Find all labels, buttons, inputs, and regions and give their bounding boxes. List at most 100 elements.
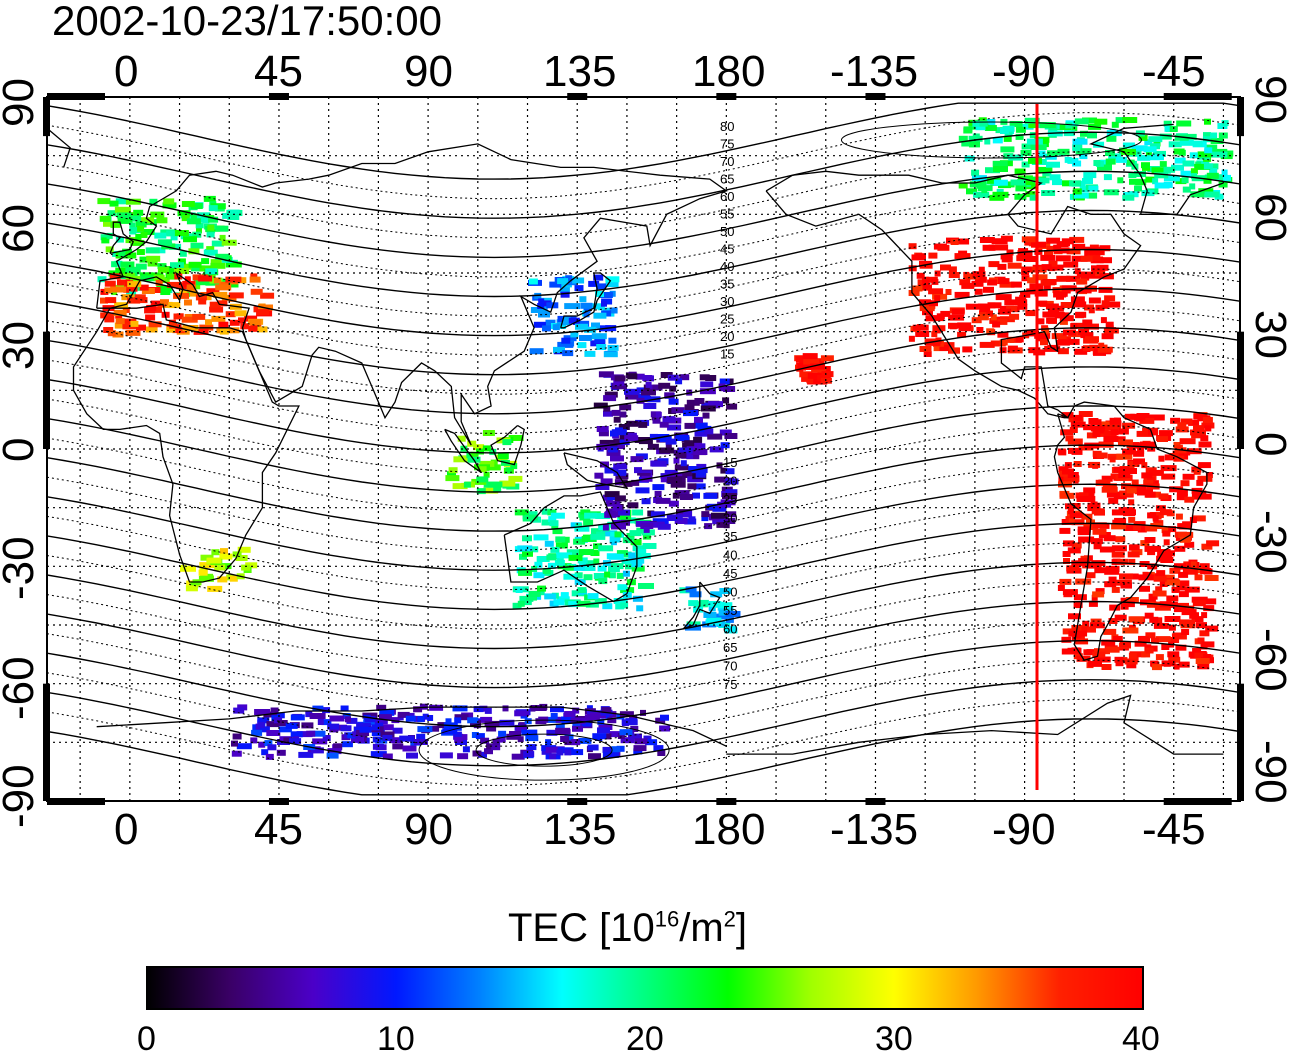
tec-data-cell bbox=[529, 348, 544, 355]
tec-data-cell bbox=[1052, 179, 1062, 186]
tec-data-cell bbox=[1120, 603, 1129, 610]
tec-data-cell bbox=[640, 709, 646, 716]
tec-data-cell bbox=[341, 741, 353, 748]
tec-data-cell bbox=[467, 717, 479, 724]
tec-data-cell bbox=[702, 412, 710, 419]
tec-data-cell bbox=[686, 399, 700, 406]
tec-data-cell bbox=[1115, 156, 1127, 163]
tec-data-cell bbox=[580, 509, 591, 516]
tec-data-cell bbox=[581, 720, 592, 727]
tec-data-cell bbox=[918, 284, 932, 291]
tec-data-cell bbox=[231, 740, 238, 747]
tec-data-cell bbox=[1030, 144, 1047, 150]
tec-data-cell bbox=[538, 311, 550, 318]
tec-data-cell bbox=[237, 704, 248, 711]
bottom-tick-bar bbox=[716, 798, 737, 805]
tec-data-cell bbox=[579, 296, 587, 303]
contour-line bbox=[47, 102, 1240, 180]
tec-data-cell bbox=[629, 530, 642, 537]
tec-data-cell bbox=[622, 570, 630, 577]
tec-data-cell bbox=[948, 272, 960, 278]
tec-data-cell bbox=[1158, 493, 1169, 500]
tec-data-cell bbox=[703, 492, 718, 499]
tec-data-cell bbox=[1182, 568, 1198, 575]
contour-line bbox=[47, 522, 1240, 611]
tec-data-cell bbox=[192, 313, 206, 320]
tec-data-cell bbox=[1119, 573, 1133, 580]
tec-data-cell bbox=[613, 416, 621, 423]
tec-data-cell bbox=[177, 210, 191, 217]
tec-data-cell bbox=[611, 409, 621, 416]
tec-data-cell bbox=[583, 519, 594, 526]
tec-data-cell bbox=[699, 374, 710, 381]
tec-data-cell bbox=[1019, 294, 1027, 301]
tec-data-cell bbox=[261, 749, 269, 756]
tec-data-cell bbox=[1138, 134, 1148, 141]
tec-data-cell bbox=[1174, 134, 1189, 141]
bottom-lon-tick-0: 0 bbox=[114, 805, 139, 854]
tec-data-cell bbox=[976, 191, 990, 198]
tec-data-cell bbox=[99, 215, 111, 222]
tec-data-cell bbox=[908, 335, 915, 342]
tec-data-cell bbox=[214, 564, 226, 571]
tec-data-cell bbox=[1100, 317, 1107, 324]
tec-data-cell bbox=[615, 603, 625, 610]
coastline-path bbox=[682, 581, 721, 630]
tec-data-cell bbox=[1155, 636, 1171, 643]
tec-data-cell bbox=[674, 490, 690, 497]
tec-data-cell bbox=[1131, 479, 1139, 486]
tec-data-cell bbox=[1168, 656, 1181, 663]
tec-data-cell bbox=[1137, 154, 1151, 161]
tec-data-cell bbox=[1197, 151, 1213, 158]
tec-data-cell bbox=[1040, 279, 1051, 286]
tec-data-cell bbox=[1204, 118, 1211, 125]
tec-data-cell bbox=[130, 320, 139, 327]
colorbar-title: TEC [1016/m2] bbox=[508, 908, 747, 948]
tec-data-cell bbox=[820, 377, 832, 384]
tec-data-cell bbox=[548, 516, 557, 523]
tec-data-cell bbox=[1074, 118, 1089, 125]
tec-data-cell bbox=[147, 260, 158, 267]
tec-data-cell bbox=[1098, 286, 1113, 293]
tec-data-cell bbox=[213, 291, 228, 298]
tec-data-cell bbox=[476, 476, 489, 483]
tec-data-cell bbox=[1175, 426, 1189, 433]
tec-data-cell bbox=[1018, 123, 1034, 130]
tec-data-cell bbox=[1201, 612, 1208, 619]
tec-data-cell bbox=[584, 350, 596, 357]
tec-data-cell bbox=[617, 584, 628, 591]
tec-data-cell bbox=[157, 239, 172, 246]
contour-label-north: 60 bbox=[720, 189, 734, 204]
tec-data-cell bbox=[215, 284, 232, 291]
top-lon-tick-0: 0 bbox=[114, 47, 139, 96]
tec-data-cell bbox=[1184, 496, 1195, 503]
tec-data-cell bbox=[1028, 157, 1042, 164]
tec-data-cell bbox=[1125, 582, 1132, 589]
tec-data-cell bbox=[185, 585, 198, 592]
tec-data-cell bbox=[1194, 163, 1211, 170]
tec-data-cell bbox=[724, 433, 738, 439]
tec-data-cell bbox=[1057, 585, 1065, 591]
tec-data-cell bbox=[508, 475, 523, 482]
left-lat-tick-neg90: -90 bbox=[0, 764, 43, 828]
tec-data-cell bbox=[1178, 591, 1189, 598]
tec-data-cell bbox=[1197, 462, 1211, 469]
tec-data-cell bbox=[609, 731, 623, 738]
tec-data-cell bbox=[1014, 168, 1026, 175]
contour-label-north: 50 bbox=[720, 224, 734, 239]
tec-data-cell bbox=[1180, 480, 1190, 487]
tec-data-cell bbox=[1068, 613, 1081, 620]
contour-label-north: 45 bbox=[720, 242, 734, 257]
tec-data-cell bbox=[1205, 625, 1219, 632]
tec-data-cell bbox=[222, 212, 230, 219]
tec-data-cell bbox=[105, 246, 114, 253]
tec-data-cell bbox=[1174, 545, 1186, 552]
tec-data-cell bbox=[997, 318, 1008, 325]
tec-data-cell bbox=[929, 315, 945, 322]
tec-data-cell bbox=[1031, 266, 1047, 273]
tec-data-cell bbox=[1047, 305, 1064, 312]
tec-data-cell bbox=[312, 738, 328, 745]
tec-data-cell bbox=[1159, 581, 1168, 587]
tec-data-cell bbox=[378, 714, 392, 721]
tec-data-cell bbox=[1095, 588, 1105, 595]
